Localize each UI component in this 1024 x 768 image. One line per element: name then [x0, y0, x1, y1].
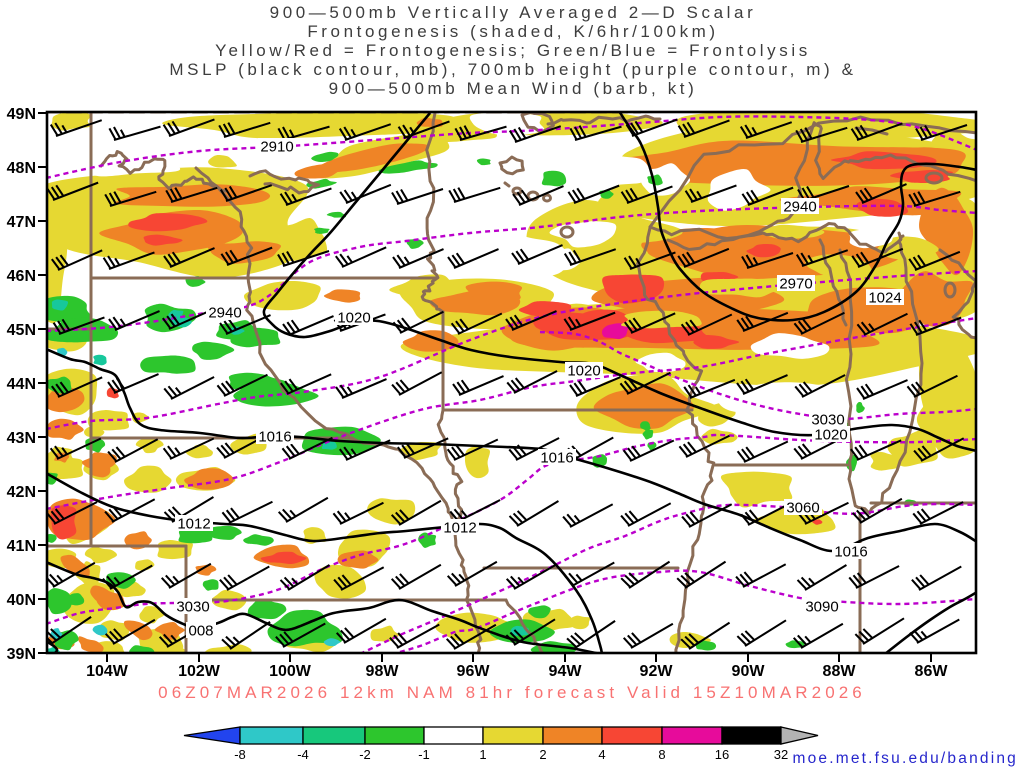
svg-text:1012: 1012 [177, 516, 210, 533]
svg-text:3090: 3090 [805, 599, 838, 616]
svg-text:96W: 96W [457, 663, 491, 680]
svg-text:MSLP (black contour, mb), 700m: MSLP (black contour, mb), 700mb height (… [169, 60, 856, 79]
svg-text:92W: 92W [640, 663, 674, 680]
svg-text:-2: -2 [359, 747, 371, 762]
svg-text:98W: 98W [366, 663, 400, 680]
svg-text:2940: 2940 [208, 305, 241, 322]
svg-text:104W: 104W [86, 663, 129, 680]
svg-text:88W: 88W [823, 663, 857, 680]
svg-text:86W: 86W [915, 663, 949, 680]
svg-text:1020: 1020 [337, 310, 370, 327]
svg-text:16: 16 [715, 747, 729, 762]
svg-text:40N: 40N [7, 592, 36, 609]
svg-text:46N: 46N [7, 268, 36, 285]
svg-text:43N: 43N [7, 430, 36, 447]
svg-text:Yellow/Red = Frontogenesis; G: Yellow/Red = Frontogenesis; Green/Blue =… [215, 41, 811, 60]
svg-text:1016: 1016 [258, 429, 291, 446]
svg-text:06Z07MAR2026 12km NAM 81hr for: 06Z07MAR2026 12km NAM 81hr forecast Vali… [158, 683, 866, 702]
svg-text:2: 2 [539, 747, 546, 762]
svg-text:-1: -1 [418, 747, 430, 762]
svg-text:Frontogenesis (shaded, K/6hr/1: Frontogenesis (shaded, K/6hr/100km) [307, 22, 718, 41]
svg-text:900—500mb Vertically Averaged: 900—500mb Vertically Averaged 2—D Scalar [270, 3, 757, 22]
svg-text:8: 8 [658, 747, 665, 762]
svg-text:48N: 48N [7, 160, 36, 177]
svg-text:100W: 100W [269, 663, 312, 680]
svg-text:44N: 44N [7, 376, 36, 393]
svg-text:1020: 1020 [814, 427, 847, 444]
svg-text:moe.met.fsu.edu/banding: moe.met.fsu.edu/banding [792, 750, 1018, 767]
svg-text:4: 4 [598, 747, 605, 762]
svg-text:1: 1 [479, 747, 486, 762]
svg-text:90W: 90W [732, 663, 766, 680]
svg-text:39N: 39N [7, 646, 36, 663]
svg-text:2910: 2910 [260, 139, 293, 156]
svg-text:47N: 47N [7, 214, 36, 231]
svg-text:32: 32 [774, 747, 788, 762]
svg-text:1012: 1012 [443, 520, 476, 537]
svg-text:2970: 2970 [779, 276, 812, 293]
svg-text:2940: 2940 [783, 199, 816, 216]
svg-text:-8: -8 [234, 747, 246, 762]
svg-text:49N: 49N [7, 106, 36, 123]
svg-text:1024: 1024 [868, 290, 901, 307]
svg-text:900—500mb Mean Wind (barb, kt): 900—500mb Mean Wind (barb, kt) [329, 79, 698, 98]
svg-text:3030: 3030 [811, 412, 844, 429]
svg-text:45N: 45N [7, 322, 36, 339]
svg-text:1016: 1016 [834, 544, 867, 561]
svg-text:94W: 94W [549, 663, 583, 680]
svg-text:102W: 102W [178, 663, 221, 680]
svg-text:3030: 3030 [176, 599, 209, 616]
svg-text:-4: -4 [297, 747, 309, 762]
svg-text:42N: 42N [7, 484, 36, 501]
svg-text:008: 008 [188, 623, 213, 640]
svg-text:1020: 1020 [567, 363, 600, 380]
svg-text:3060: 3060 [786, 500, 819, 517]
svg-text:41N: 41N [7, 538, 36, 555]
svg-text:1016: 1016 [540, 450, 573, 467]
